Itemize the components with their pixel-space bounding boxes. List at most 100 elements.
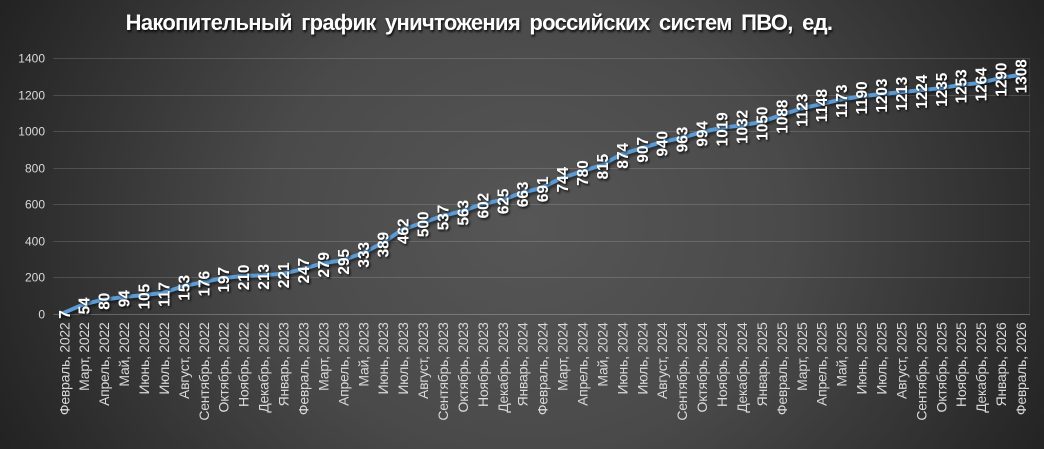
svg-text:210: 210 xyxy=(236,265,253,291)
svg-text:Февраль, 2025: Февраль, 2025 xyxy=(774,322,790,415)
svg-text:Сентябрь, 2025: Сентябрь, 2025 xyxy=(913,322,929,421)
svg-text:Май, 2024: Май, 2024 xyxy=(594,322,610,387)
svg-text:Май, 2023: Май, 2023 xyxy=(355,322,371,387)
svg-text:Февраль, 2026: Февраль, 2026 xyxy=(1013,322,1029,415)
svg-text:Март, 2023: Март, 2023 xyxy=(315,322,331,391)
svg-text:Апрель, 2023: Апрель, 2023 xyxy=(335,322,351,406)
svg-text:1213: 1213 xyxy=(894,77,911,111)
svg-text:Октябрь, 2025: Октябрь, 2025 xyxy=(933,322,949,412)
svg-text:1253: 1253 xyxy=(954,69,971,103)
svg-text:Ноябрь, 2025: Ноябрь, 2025 xyxy=(953,322,969,407)
svg-text:54: 54 xyxy=(77,297,94,315)
svg-text:Декабрь, 2025: Декабрь, 2025 xyxy=(973,322,989,413)
svg-text:Март, 2022: Март, 2022 xyxy=(76,322,92,391)
svg-text:1235: 1235 xyxy=(934,72,951,107)
svg-text:213: 213 xyxy=(256,264,273,290)
svg-text:1264: 1264 xyxy=(974,67,991,102)
svg-text:625: 625 xyxy=(495,188,512,214)
svg-text:907: 907 xyxy=(635,137,652,163)
svg-text:Ноябрь, 2023: Ноябрь, 2023 xyxy=(475,322,491,407)
svg-text:Ноябрь, 2024: Ноябрь, 2024 xyxy=(714,322,730,407)
svg-text:295: 295 xyxy=(336,249,353,275)
svg-text:Июнь, 2024: Июнь, 2024 xyxy=(614,322,630,394)
svg-text:Ноябрь, 2022: Ноябрь, 2022 xyxy=(236,322,252,407)
svg-text:940: 940 xyxy=(655,131,672,157)
svg-text:800: 800 xyxy=(25,162,45,176)
svg-text:Сентябрь, 2023: Сентябрь, 2023 xyxy=(435,322,451,421)
svg-text:1200: 1200 xyxy=(18,89,45,103)
svg-text:780: 780 xyxy=(575,160,592,186)
svg-text:Июнь, 2023: Июнь, 2023 xyxy=(375,322,391,394)
svg-text:Август, 2025: Август, 2025 xyxy=(893,322,909,399)
svg-text:Июнь, 2025: Июнь, 2025 xyxy=(854,322,870,394)
svg-text:Март, 2025: Март, 2025 xyxy=(794,322,810,391)
svg-text:1000: 1000 xyxy=(18,125,45,139)
svg-text:462: 462 xyxy=(396,218,413,244)
svg-text:Октябрь, 2024: Октябрь, 2024 xyxy=(694,322,710,412)
svg-text:1032: 1032 xyxy=(735,110,752,144)
svg-text:176: 176 xyxy=(196,271,213,297)
svg-text:1224: 1224 xyxy=(914,74,931,109)
svg-text:7: 7 xyxy=(57,310,74,319)
svg-text:Июль, 2024: Июль, 2024 xyxy=(634,322,650,395)
svg-text:1203: 1203 xyxy=(874,79,891,113)
svg-text:80: 80 xyxy=(97,293,114,310)
svg-text:1088: 1088 xyxy=(774,99,791,134)
svg-text:Февраль, 2024: Февраль, 2024 xyxy=(535,322,551,415)
svg-text:279: 279 xyxy=(316,252,333,278)
svg-text:Апрель, 2024: Апрель, 2024 xyxy=(575,322,591,406)
svg-text:333: 333 xyxy=(356,242,373,268)
svg-text:Сентябрь, 2022: Сентябрь, 2022 xyxy=(196,322,212,421)
svg-text:Сентябрь, 2024: Сентябрь, 2024 xyxy=(674,322,690,421)
svg-text:Октябрь, 2023: Октябрь, 2023 xyxy=(455,322,471,412)
svg-text:Июнь, 2022: Июнь, 2022 xyxy=(136,322,152,394)
svg-text:537: 537 xyxy=(436,205,453,231)
svg-text:221: 221 xyxy=(276,262,293,288)
svg-text:1148: 1148 xyxy=(814,89,831,123)
svg-text:691: 691 xyxy=(535,176,552,202)
svg-text:Август, 2024: Август, 2024 xyxy=(654,322,670,399)
svg-text:994: 994 xyxy=(695,121,712,147)
svg-text:Июль, 2023: Июль, 2023 xyxy=(395,322,411,395)
svg-text:200: 200 xyxy=(25,271,45,285)
svg-text:1173: 1173 xyxy=(834,85,851,118)
svg-text:Март, 2024: Март, 2024 xyxy=(555,322,571,391)
svg-text:963: 963 xyxy=(675,127,692,153)
svg-text:Май, 2025: Май, 2025 xyxy=(834,322,850,387)
svg-text:197: 197 xyxy=(216,267,233,293)
svg-text:117: 117 xyxy=(156,282,173,307)
svg-text:815: 815 xyxy=(595,153,612,179)
svg-text:1050: 1050 xyxy=(754,107,771,141)
svg-text:Декабрь, 2022: Декабрь, 2022 xyxy=(256,322,272,413)
svg-text:1123: 1123 xyxy=(794,94,811,127)
svg-text:Февраль, 2023: Февраль, 2023 xyxy=(296,322,312,415)
svg-text:500: 500 xyxy=(416,212,433,238)
svg-text:1290: 1290 xyxy=(994,63,1011,97)
svg-text:600: 600 xyxy=(25,198,45,212)
svg-text:874: 874 xyxy=(615,143,632,169)
svg-text:602: 602 xyxy=(475,193,492,219)
svg-text:1019: 1019 xyxy=(715,112,732,146)
svg-text:Июль, 2025: Июль, 2025 xyxy=(874,322,890,395)
svg-text:Январь, 2023: Январь, 2023 xyxy=(276,322,292,406)
svg-text:Август, 2022: Август, 2022 xyxy=(176,322,192,399)
svg-text:Январь, 2024: Январь, 2024 xyxy=(515,322,531,406)
svg-text:Июль, 2022: Июль, 2022 xyxy=(156,322,172,395)
svg-text:744: 744 xyxy=(555,166,572,192)
svg-text:1308: 1308 xyxy=(1014,59,1031,94)
svg-text:Февраль, 2022: Февраль, 2022 xyxy=(56,322,72,415)
svg-text:Декабрь, 2024: Декабрь, 2024 xyxy=(734,322,750,413)
svg-text:0: 0 xyxy=(38,308,45,322)
svg-text:563: 563 xyxy=(455,200,472,226)
svg-text:105: 105 xyxy=(137,283,154,309)
svg-text:Апрель, 2022: Апрель, 2022 xyxy=(96,322,112,406)
svg-text:Декабрь, 2023: Декабрь, 2023 xyxy=(495,322,511,413)
svg-text:Октябрь, 2022: Октябрь, 2022 xyxy=(216,322,232,412)
svg-text:1400: 1400 xyxy=(18,52,45,66)
svg-text:389: 389 xyxy=(376,232,393,258)
svg-text:Январь, 2026: Январь, 2026 xyxy=(993,322,1009,406)
svg-text:1190: 1190 xyxy=(854,81,871,114)
svg-text:Август, 2023: Август, 2023 xyxy=(415,322,431,399)
svg-text:400: 400 xyxy=(25,235,45,249)
svg-text:247: 247 xyxy=(296,258,313,284)
